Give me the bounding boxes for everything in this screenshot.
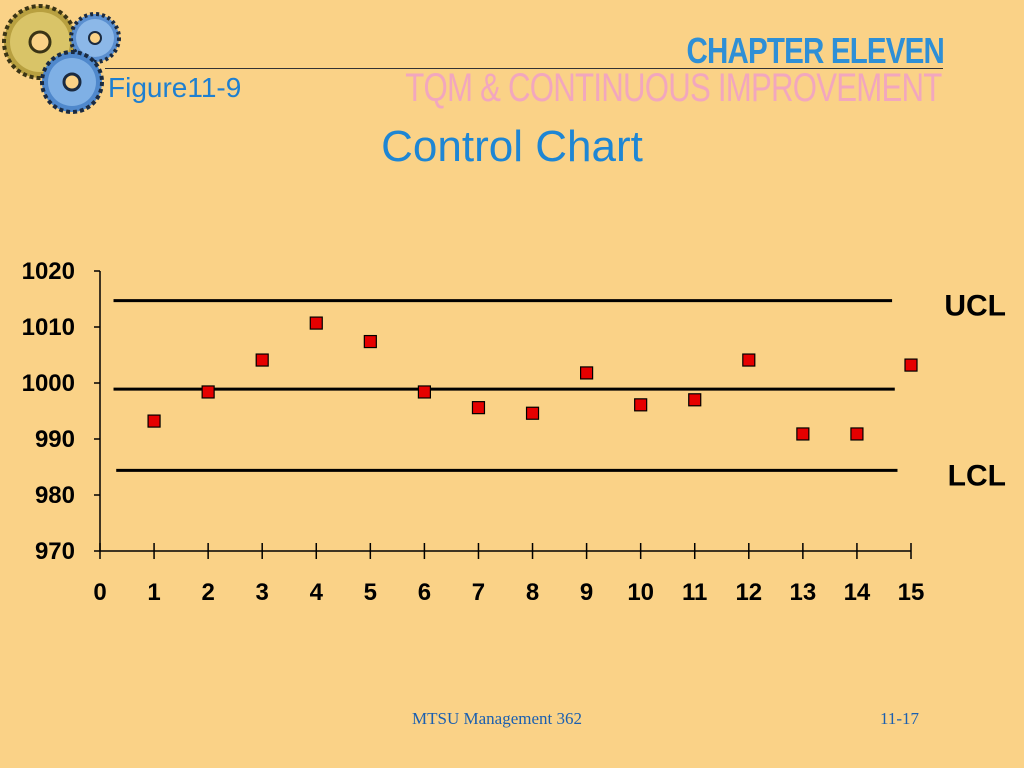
data-point [904, 358, 918, 372]
chart-title-wrap: Control Chart [0, 122, 1024, 172]
x-tick-label: 14 [844, 579, 871, 606]
data-point [688, 393, 702, 407]
x-tick-label: 5 [364, 579, 377, 606]
y-tick-label: 970 [35, 538, 75, 565]
x-tick-label: 13 [790, 579, 817, 606]
x-tick-label: 3 [256, 579, 269, 606]
x-tick-label: 0 [93, 579, 106, 606]
x-tick-label: 12 [735, 579, 762, 606]
chapter-subtitle: TQM & CONTINUOUS IMPROVEMENT [405, 66, 943, 110]
data-points [147, 316, 918, 441]
data-point [742, 353, 756, 367]
data-point [634, 398, 648, 412]
y-tick-label: 990 [35, 426, 75, 453]
x-tick-label: 1 [147, 579, 160, 606]
data-point [850, 427, 864, 441]
x-tick-label: 6 [418, 579, 431, 606]
gear-blue-bottom [40, 50, 104, 114]
figure-label: Figure11-9 [108, 72, 242, 103]
x-tick-label: 15 [898, 579, 925, 606]
gears-icon [2, 4, 121, 114]
y-tick-label: 1010 [22, 314, 75, 341]
y-tick-label: 980 [35, 482, 75, 509]
data-point [147, 414, 161, 428]
data-point [471, 401, 486, 415]
gear-gold [2, 4, 78, 80]
footer-course: MTSU Management 362 [412, 709, 582, 728]
footer-page-number: 11-17 [880, 709, 920, 728]
control-line-label-ucl: UCL [944, 290, 1006, 323]
x-tick-label: 2 [201, 579, 214, 606]
header-rule [105, 68, 943, 69]
data-point [363, 334, 377, 349]
data-point [309, 316, 323, 330]
control-lines: UCL LCL [113, 290, 1006, 492]
x-tick-label: 4 [310, 579, 324, 606]
data-point [255, 353, 269, 367]
data-point [579, 366, 594, 380]
data-point [796, 427, 810, 441]
data-point [525, 406, 540, 420]
x-tick-label: 9 [580, 579, 593, 606]
x-tick-label: 10 [627, 579, 654, 606]
data-point [417, 385, 431, 399]
control-line-label-lcl: LCL [948, 459, 1006, 492]
chart-title: Control Chart [381, 122, 643, 171]
x-tick-label: 7 [472, 579, 485, 606]
x-tick-label: 11 [682, 579, 707, 606]
y-tick-label: 1000 [22, 370, 75, 397]
gear-blue-top [69, 12, 121, 64]
data-point [201, 385, 215, 399]
x-tick-label: 8 [526, 579, 539, 606]
chapter-title: CHAPTER ELEVEN [686, 30, 944, 71]
y-tick-label: 1020 [22, 258, 75, 285]
